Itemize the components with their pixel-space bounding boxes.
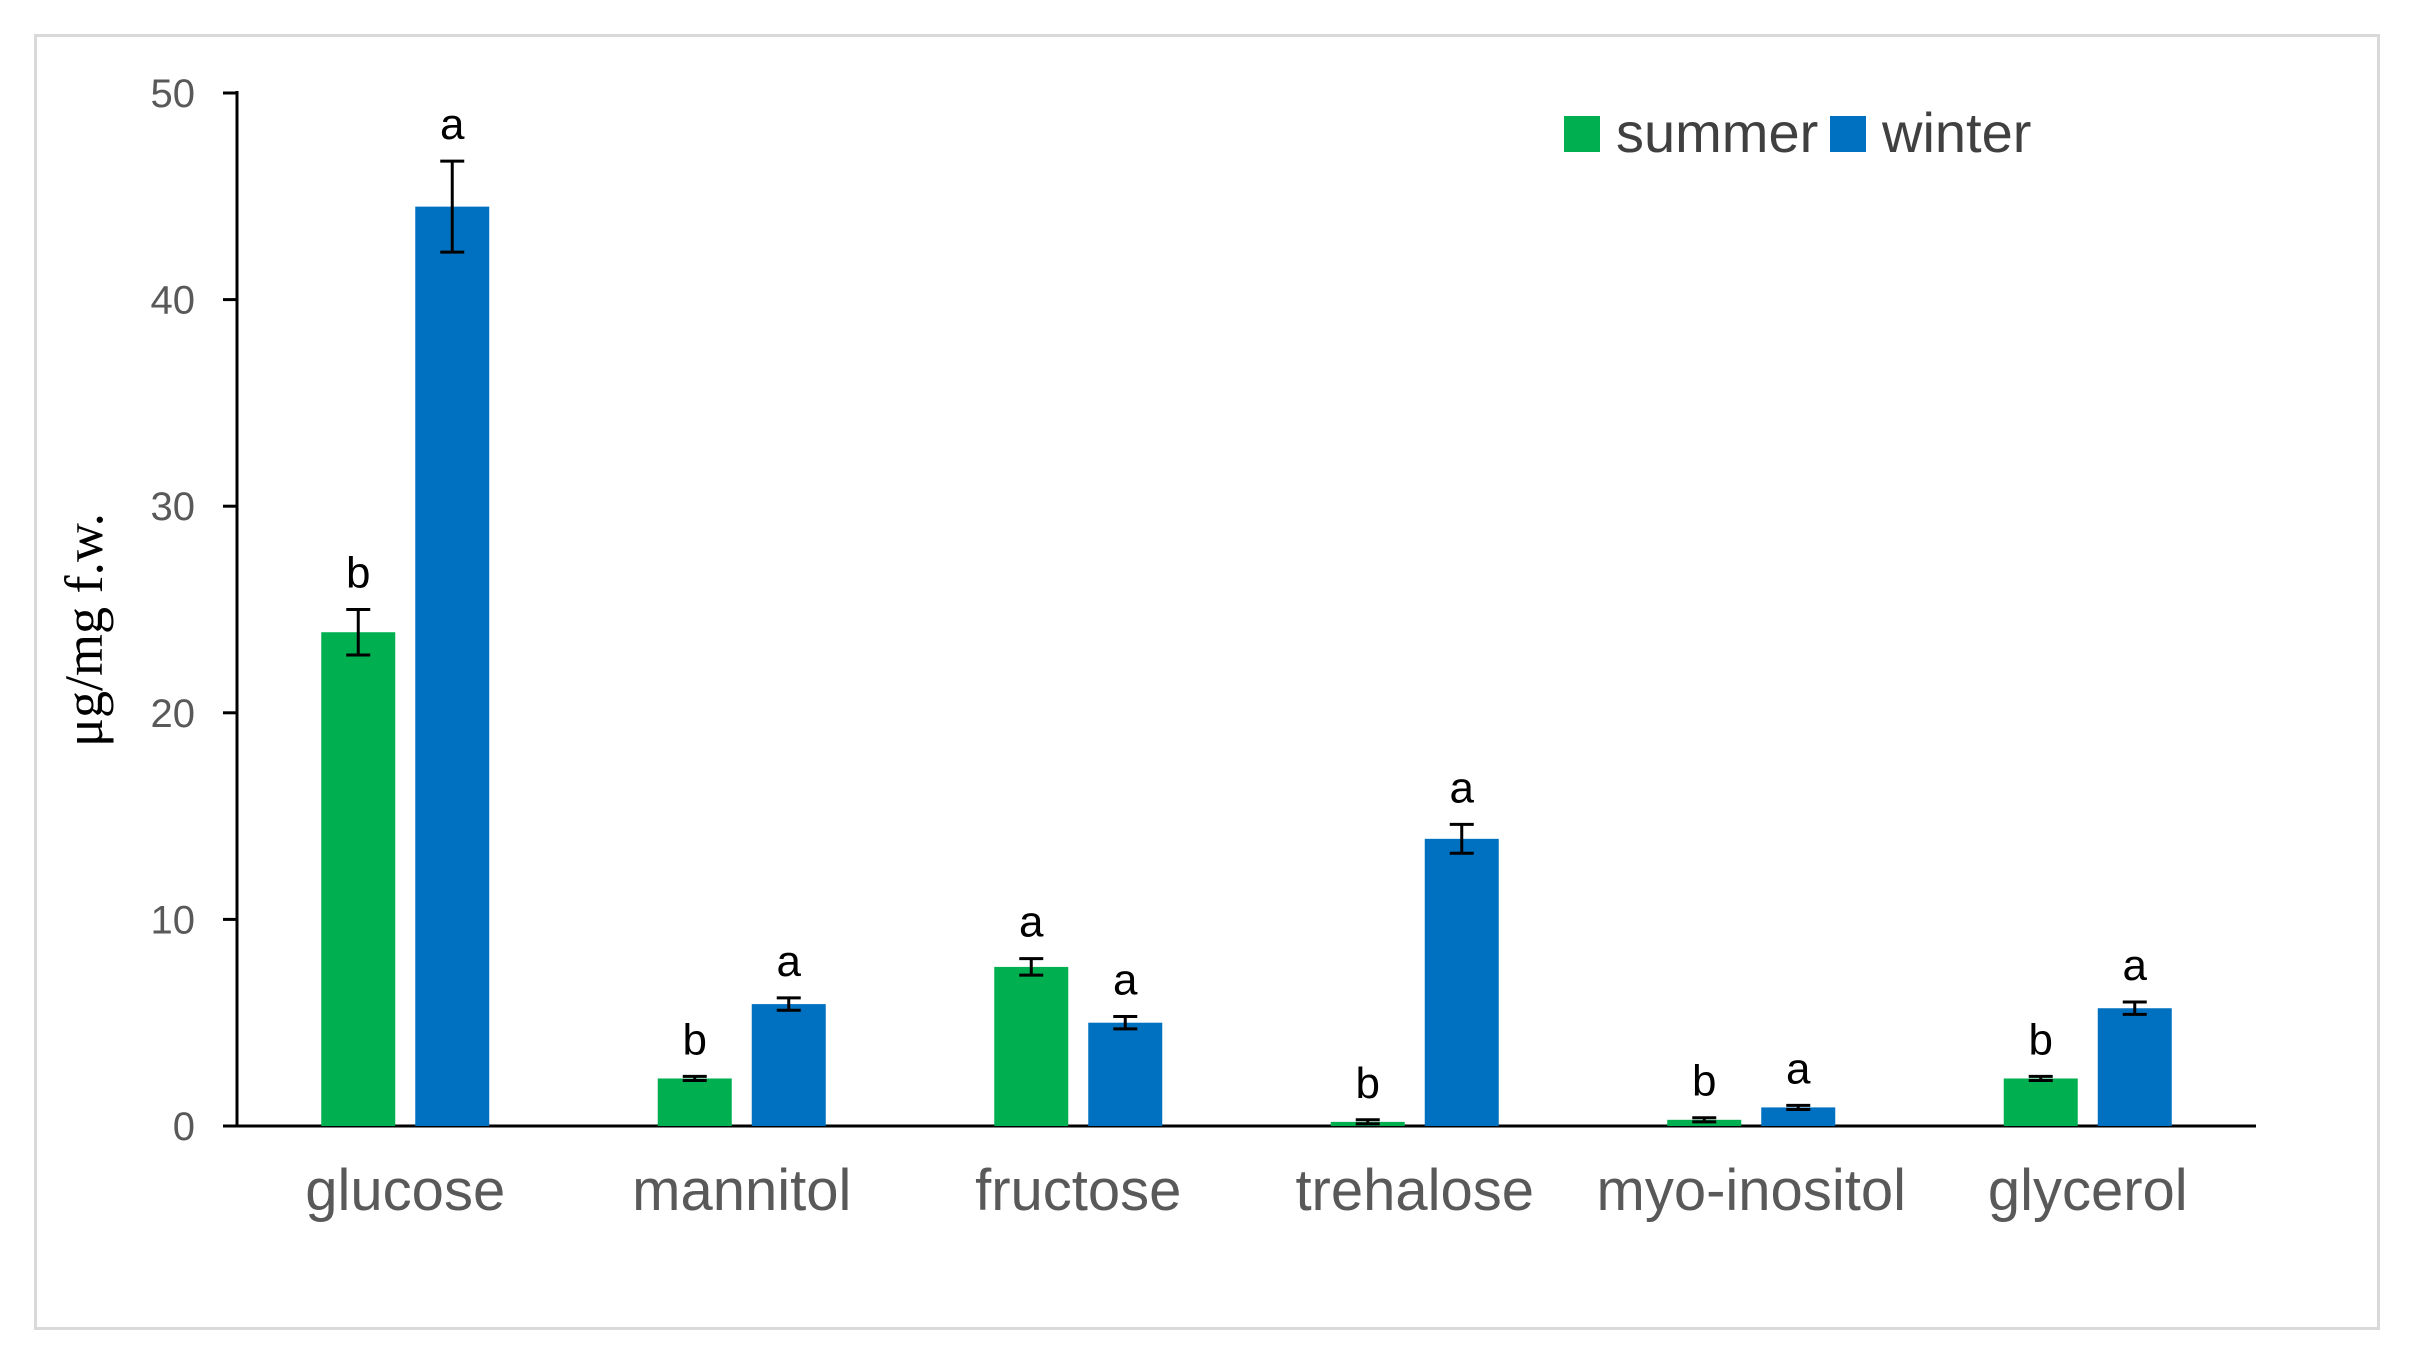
- significance-label: b: [1692, 1057, 1716, 1106]
- bar-summer-fructose: [994, 966, 1069, 1126]
- significance-label: a: [440, 100, 465, 149]
- significance-label: a: [1019, 898, 1044, 947]
- significance-label: b: [2029, 1015, 2053, 1064]
- significance-label: a: [1113, 956, 1138, 1005]
- legend-label-winter: winter: [1881, 101, 2031, 164]
- x-category-label: glucose: [305, 1158, 505, 1223]
- legend-swatch-summer: [1564, 116, 1600, 152]
- bar-summer-mannitol: [657, 1078, 732, 1126]
- bar-winter-glucose: [415, 206, 490, 1126]
- x-category-label: myo-inositol: [1597, 1158, 1906, 1223]
- legend-label-summer: summer: [1616, 101, 1818, 164]
- significance-label: a: [2123, 941, 2148, 990]
- bar-winter-trehalose: [1424, 838, 1499, 1126]
- significance-label: b: [346, 549, 370, 598]
- y-tick-label: 10: [151, 898, 196, 942]
- significance-label: a: [777, 937, 802, 986]
- x-category-label: trehalose: [1295, 1158, 1534, 1223]
- y-tick-label: 0: [173, 1105, 195, 1149]
- bar-winter-fructose: [1088, 1022, 1163, 1126]
- significance-label: a: [1450, 763, 1475, 812]
- y-tick-label: 50: [151, 72, 196, 116]
- y-tick-label: 20: [151, 692, 196, 736]
- significance-label: a: [1786, 1044, 1811, 1093]
- legend: summer winter: [1564, 101, 2031, 164]
- y-tick-label: 30: [151, 485, 196, 529]
- bar-winter-myo-inositol: [1761, 1107, 1836, 1126]
- y-axis-title: μg/mg f.w.: [54, 513, 114, 747]
- bar-summer-glucose: [321, 632, 396, 1126]
- chart-marks: 0 10 20 30 40 50 b a glucose b a mannitol a a fructose…: [151, 72, 2256, 1223]
- y-axis-title-group: μg/mg f.w.: [54, 513, 114, 747]
- x-category-label: mannitol: [632, 1158, 851, 1223]
- y-tick-label: 40: [151, 279, 196, 323]
- significance-label: b: [683, 1015, 707, 1064]
- bar-summer-glycerol: [2003, 1078, 2078, 1126]
- bar-winter-glycerol: [2097, 1008, 2172, 1126]
- x-category-label: fructose: [975, 1158, 1181, 1223]
- legend-swatch-winter: [1830, 116, 1866, 152]
- x-category-label: glycerol: [1988, 1158, 2188, 1223]
- bar-winter-mannitol: [751, 1004, 826, 1126]
- significance-label: b: [1356, 1059, 1380, 1108]
